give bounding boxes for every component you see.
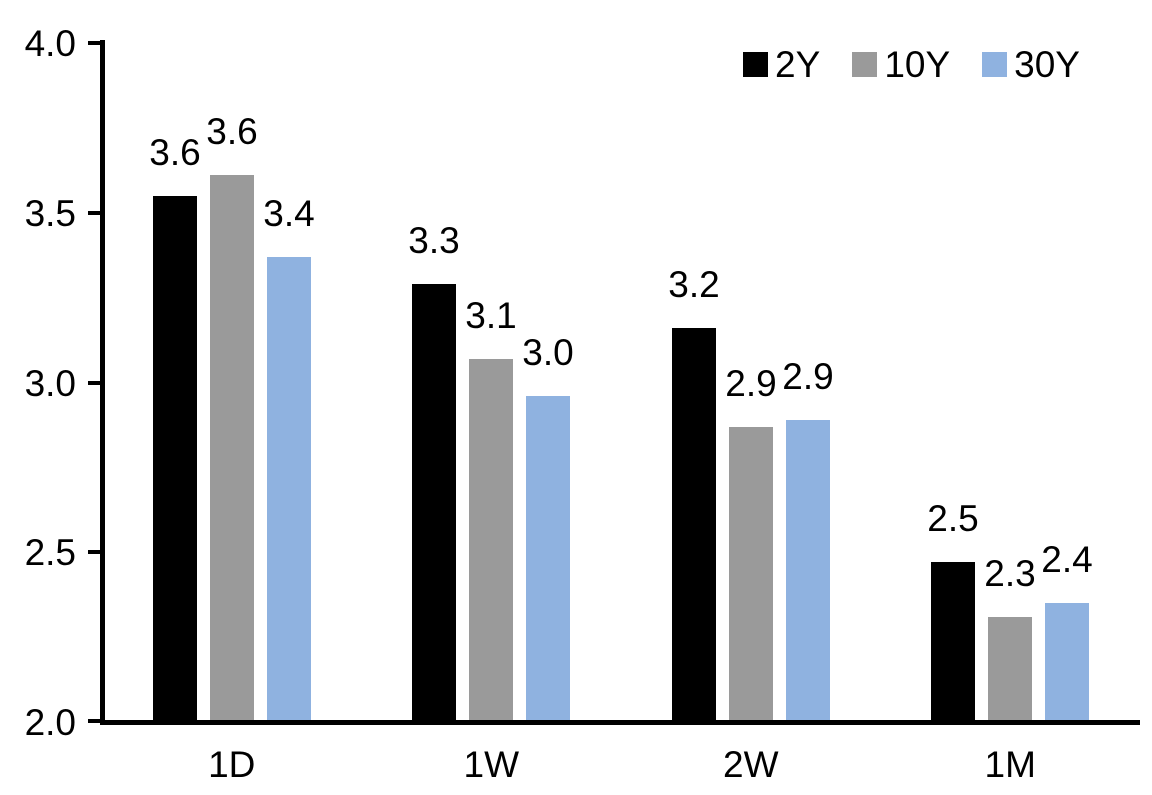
bar-30y-1d [267,257,311,722]
legend-label-30y: 30Y [1014,44,1080,85]
bar-value-label-30y-1d: 3.4 [263,193,315,234]
bar-30y-1w [526,396,570,722]
legend-item-10y: 10Y [852,46,950,83]
bar-30y-1m [1045,603,1089,722]
y-axis-tick [88,41,102,45]
bar-10y-1m [988,617,1032,722]
bar-value-label-2y-2w: 3.2 [668,264,720,305]
bar-value-label-30y-1m: 2.4 [1041,539,1093,580]
legend-swatch-icon-30y [982,52,1008,77]
x-axis-category-label-1m: 1M [984,744,1036,785]
y-axis-tick [88,550,102,554]
y-axis-tick-label: 3.5 [24,193,76,234]
bar-value-label-10y-1d: 3.6 [206,111,258,152]
bar-2y-2w [672,328,716,722]
bar-value-label-10y-2w: 2.9 [725,363,777,404]
y-axis-tick [88,719,102,723]
y-axis-tick-label: 2.0 [24,702,76,743]
y-axis-tick [88,211,102,215]
bar-value-label-10y-1w: 3.1 [465,295,517,336]
legend-label-2y: 2Y [775,44,821,85]
bar-value-label-30y-1w: 3.0 [522,332,574,373]
bar-value-label-2y-1d: 3.6 [149,132,201,173]
y-axis-tick-label: 4.0 [24,23,76,64]
x-axis-category-label-1w: 1W [463,744,520,785]
y-axis-tick-label: 2.5 [24,532,76,573]
bar-2y-1d [153,196,197,722]
bar-10y-1w [469,359,513,722]
x-axis-line [100,720,1140,725]
x-axis-category-label-2w: 2W [723,744,779,785]
y-axis-tick-label: 3.0 [24,363,76,404]
x-axis-category-label-1d: 1D [208,744,256,785]
legend-label-10y: 10Y [884,44,951,85]
legend: 2Y 10Y 30Y [743,46,1080,83]
legend-swatch-icon-10y [852,52,878,77]
bar-value-label-10y-1m: 2.3 [984,553,1036,594]
bar-2y-1w [412,284,456,722]
bar-10y-1d [210,175,254,722]
bar-value-label-30y-2w: 2.9 [782,356,834,397]
y-axis-line [100,40,105,725]
bar-30y-2w [786,420,830,722]
bar-value-label-2y-1w: 3.3 [408,220,460,261]
legend-swatch-icon-2y [743,52,769,77]
bar-10y-2w [729,427,773,722]
y-axis-tick [88,381,102,385]
legend-item-30y: 30Y [982,46,1080,83]
bar-value-label-2y-1m: 2.5 [927,498,979,539]
legend-item-2y: 2Y [743,46,820,83]
bar-2y-1m [931,562,975,722]
